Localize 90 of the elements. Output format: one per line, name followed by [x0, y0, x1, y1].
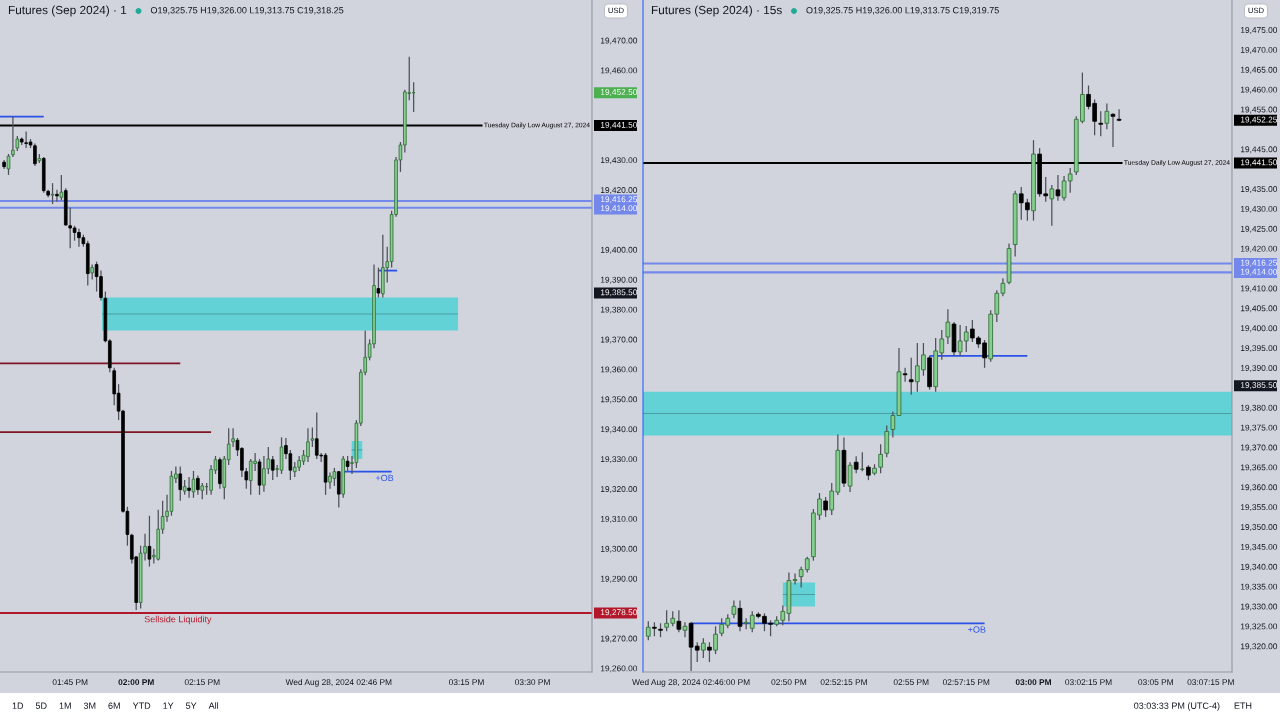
y-tick-label: 19,425.00: [1240, 225, 1278, 233]
text: 5D: [35, 702, 47, 709]
y-tick-label: 19,350.00: [600, 396, 638, 404]
text: 1Y: [163, 702, 174, 709]
y-tick-label: 19,460.00: [1240, 86, 1278, 94]
y-tick-label: 19,380.00: [1240, 404, 1278, 412]
y-tick-label: 19,340.00: [1240, 563, 1278, 571]
y-tick-label: 19,350.00: [1240, 524, 1278, 531]
y-tick-label: 19,310.00: [600, 515, 638, 523]
y-tick-label: 19,414.00: [1240, 268, 1278, 276]
y-tick-label: 19,460.00: [600, 67, 638, 75]
annotation: +OB: [968, 626, 986, 633]
x-tick-label: 03:05 PM: [1138, 679, 1173, 686]
y-tick-label: 19,345.00: [1240, 543, 1278, 551]
x-tick-label: 02:15 PM: [184, 679, 220, 686]
text: All: [208, 702, 219, 709]
y-tick-label: 19,320.00: [1240, 643, 1278, 651]
y-tick-label: 19,290.00: [600, 575, 638, 583]
text: 03:03:33 PM (UTC-4): [1134, 702, 1220, 711]
y-tick-label: 19,395.00: [1240, 345, 1278, 353]
y-tick-label: 19,445.00: [1240, 146, 1278, 154]
y-tick-label: 19,470.00: [600, 37, 638, 45]
y-tick-label: 19,360.00: [1240, 484, 1278, 492]
y-tick-label: 19,390.00: [600, 276, 638, 284]
text: 3M: [83, 702, 96, 709]
y-tick-label: 19,360.00: [600, 366, 638, 374]
x-tick-label: 03:15 PM: [448, 679, 484, 686]
text: 1M: [59, 702, 71, 709]
y-tick-label: 19,430.00: [1240, 205, 1278, 213]
text: O19,325.75 H19,326.00 L19,313.75 C19,318.25: [150, 7, 344, 15]
text: 1D: [12, 702, 24, 709]
y-tick-label: 19,320.00: [600, 486, 638, 493]
y-tick-label: 19,330.00: [1240, 603, 1278, 611]
y-tick-label: 19,375.00: [1240, 424, 1278, 432]
y-tick-label: 19,335.00: [1240, 583, 1278, 591]
y-tick-label: 19,355.00: [1240, 504, 1278, 512]
y-tick-label: 19,452.25: [1240, 116, 1278, 124]
text: 5Y: [185, 702, 197, 709]
x-tick-label: 03:07:15 PM: [1187, 679, 1234, 686]
text: ETH: [1234, 702, 1252, 709]
y-tick-label: 19,420.00: [1240, 245, 1278, 253]
y-tick-label: 19,330.00: [600, 456, 638, 464]
y-tick-label: 19,465.00: [1240, 66, 1278, 74]
y-tick-label: 19,400.00: [600, 246, 638, 254]
y-tick-label: 19,370.00: [1240, 444, 1278, 452]
y-tick-label: 19,435.00: [1240, 186, 1278, 193]
x-tick-label: 03:30 PM: [515, 679, 550, 686]
y-tick-label: 19,420.00: [600, 187, 638, 194]
y-tick-label: 19,390.00: [1240, 365, 1278, 372]
x-tick-label: 01:45 PM: [52, 679, 88, 686]
y-tick-label: 19,380.00: [600, 306, 638, 314]
y-tick-label: 19,441.50: [1240, 159, 1278, 167]
y-tick-label: 19,475.00: [1240, 27, 1278, 34]
y-tick-label: 19,400.00: [1240, 325, 1278, 333]
y-tick-label: 19,385.50: [600, 289, 638, 297]
x-tick-label: 02:55 PM: [893, 679, 929, 686]
y-tick-label: 19,455.00: [1240, 106, 1278, 114]
y-tick-label: 19,470.00: [1240, 46, 1278, 54]
x-tick-label: 02:00 PM: [118, 679, 154, 686]
y-tick-label: 19,416.25: [1240, 259, 1278, 267]
text: YTD: [132, 702, 151, 709]
y-tick-label: 19,410.00: [1240, 285, 1278, 293]
y-tick-label: 19,340.00: [600, 426, 638, 434]
annotation: +OB: [375, 474, 394, 482]
x-tick-label: 03:00 PM: [1015, 679, 1051, 686]
x-tick-label: 02:57:15 PM: [942, 679, 990, 686]
y-tick-label: 19,370.00: [600, 336, 638, 344]
y-tick-label: 19,452.50: [600, 89, 638, 96]
text: O19,325.75 H19,326.00 L19,313.75 C19,319.75: [806, 7, 999, 15]
y-tick-label: 19,430.00: [600, 157, 638, 165]
y-tick-label: 19,300.00: [600, 545, 638, 553]
y-tick-label: 19,365.00: [1240, 464, 1278, 472]
y-tick-label: 19,270.00: [600, 635, 638, 643]
text: 6M: [108, 702, 120, 709]
annotation: Sellside Liquidity: [144, 615, 212, 625]
y-tick-label: 19,414.00: [600, 205, 638, 213]
y-tick-label: 19,385.50: [1240, 382, 1278, 389]
y-tick-label: 19,260.00: [600, 665, 638, 673]
x-tick-label: Wed Aug 28, 2024 02:46:00 PM: [632, 678, 750, 687]
x-tick-label: 03:02:15 PM: [1065, 679, 1112, 686]
x-tick-label: 02:50 PM: [771, 679, 807, 686]
y-tick-label: 19,441.50: [600, 121, 638, 129]
chart-title: Futures (Sep 2024) · 15s: [651, 5, 782, 17]
chart-title: Futures (Sep 2024) · 1: [8, 5, 127, 17]
y-tick-label: 19,405.00: [1240, 305, 1278, 313]
x-tick-label: Wed Aug 28, 2024 02:46 PM: [285, 678, 392, 687]
y-tick-label: 19,416.25: [600, 196, 638, 204]
y-tick-label: 19,278.50: [600, 609, 638, 617]
x-tick-label: 02:52:15 PM: [820, 679, 867, 686]
y-tick-label: 19,325.00: [1240, 623, 1278, 631]
